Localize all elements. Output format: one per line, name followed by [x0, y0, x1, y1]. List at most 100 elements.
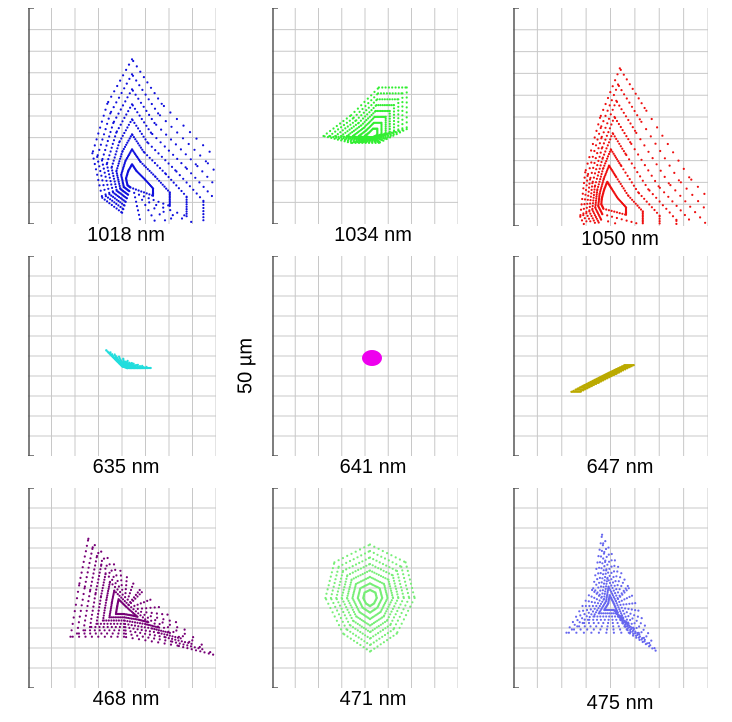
scatter-point	[619, 595, 622, 598]
scatter-point	[87, 600, 90, 603]
scatter-point	[602, 552, 606, 555]
scatter-point	[604, 114, 607, 117]
scatter-point	[616, 83, 620, 86]
scatter-point	[105, 163, 108, 166]
scatter-point	[616, 73, 619, 76]
scatter-point	[596, 219, 599, 222]
scatter-point	[606, 625, 609, 628]
scatter-point	[164, 639, 167, 642]
scatter-point	[212, 168, 215, 171]
scatter-point	[591, 604, 594, 608]
scatter-point	[84, 629, 87, 632]
scatter-point	[115, 193, 118, 196]
scatter-point	[129, 106, 132, 109]
scatter-point	[388, 582, 391, 586]
scatter-point	[401, 109, 404, 112]
scatter-point	[168, 191, 171, 194]
scatter-point	[120, 596, 123, 599]
scatter-point	[604, 540, 607, 543]
scatter-point	[604, 572, 607, 575]
scatter-point	[147, 623, 151, 627]
scatter-point	[354, 576, 358, 579]
scatter-point	[591, 202, 595, 205]
scatter-point	[89, 557, 92, 560]
scatter-point	[401, 105, 404, 108]
scatter-point	[589, 195, 592, 198]
scatter-point	[330, 571, 333, 574]
scatter-point	[117, 355, 121, 358]
scatter-point	[156, 631, 160, 634]
scatter-point	[109, 609, 112, 612]
scatter-point	[387, 559, 390, 562]
scatter-point	[606, 109, 609, 112]
scatter-point	[86, 604, 89, 608]
scatter-point	[601, 592, 604, 595]
scatter-point	[75, 597, 79, 600]
scatter-point	[155, 203, 158, 207]
scatter-point	[602, 582, 606, 585]
scatter-point	[340, 126, 343, 129]
scatter-point	[154, 625, 157, 628]
scatter-point	[385, 610, 388, 613]
scatter-point	[584, 604, 587, 608]
scatter-point	[339, 616, 342, 620]
scatter-point	[167, 637, 170, 640]
scatter-point	[392, 104, 395, 107]
scatter-point	[594, 157, 597, 160]
scatter-point	[112, 121, 115, 125]
scatter-point	[130, 103, 134, 106]
scatter-point	[595, 618, 599, 621]
scatter-point	[345, 568, 348, 571]
scatter-point	[405, 588, 409, 591]
scatter-point	[384, 589, 387, 592]
scatter-point	[601, 183, 604, 186]
scatter-point	[106, 625, 109, 629]
scatter-point	[610, 565, 613, 568]
scatter-point	[352, 599, 355, 602]
scatter-point	[631, 630, 634, 633]
scatter-point	[606, 563, 609, 566]
scatter-point	[197, 647, 200, 650]
scatter-point	[78, 635, 81, 638]
scatter-point	[589, 220, 592, 223]
scatter-point	[106, 632, 109, 635]
scatter-point	[624, 171, 627, 174]
scatter-point	[617, 160, 620, 163]
scatter-point	[138, 130, 142, 133]
scatter-point	[610, 209, 613, 212]
scatter-point	[153, 628, 156, 631]
scatter-point	[105, 596, 108, 599]
scatter-point	[137, 142, 140, 145]
scatter-point	[407, 574, 410, 577]
scatter-point	[111, 172, 114, 175]
scatter-point	[101, 589, 104, 592]
scatter-point	[121, 598, 125, 601]
scatter-point	[657, 185, 660, 188]
scatter-point	[348, 623, 351, 627]
scatter-point	[620, 89, 623, 92]
scatter-point	[377, 109, 381, 113]
scatter-point	[113, 353, 116, 356]
scatter-point	[341, 569, 345, 573]
plot-area	[513, 488, 708, 688]
scatter-point	[368, 582, 371, 585]
scatter-point	[599, 151, 602, 154]
scatter-point	[162, 210, 165, 213]
scatter-point	[597, 159, 600, 162]
scatter-point	[405, 565, 408, 568]
scatter-point	[605, 594, 609, 597]
scatter-point	[607, 618, 610, 621]
scatter-point	[347, 590, 350, 593]
scatter-point	[345, 577, 348, 580]
scatter-point	[376, 98, 379, 101]
scatter-point	[661, 134, 664, 137]
scatter-point	[591, 588, 594, 592]
scatter-point	[329, 575, 332, 578]
scatter-point	[579, 215, 582, 218]
scatter-point	[364, 634, 367, 637]
scatter-point	[176, 157, 179, 160]
scatter-point	[102, 584, 105, 587]
scatter-point	[618, 212, 621, 215]
scatter-point	[631, 602, 634, 605]
scatter-point	[381, 86, 384, 89]
